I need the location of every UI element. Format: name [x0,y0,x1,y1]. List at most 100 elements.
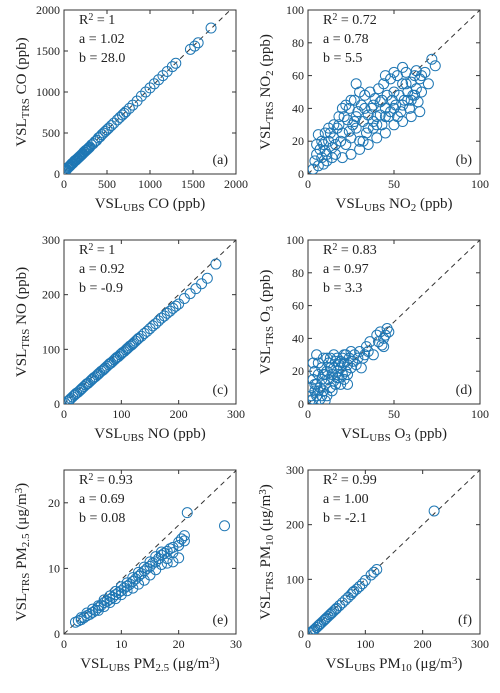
data-point [351,583,363,595]
data-point [150,556,162,568]
x-tick-label: 100 [471,407,489,421]
y-tick-label: 200 [286,518,304,532]
data-point [74,384,86,396]
data-point [391,111,403,123]
axes-frame [307,469,481,635]
data-point [127,582,139,594]
data-point [121,585,133,597]
data-point [379,329,391,341]
y-tick-label: 20 [292,134,304,148]
x-tick-label: 1500 [181,177,205,191]
data-point [161,553,173,565]
slope-label: a = 0.92 [79,262,125,277]
data-point [181,507,193,519]
data-point [144,82,156,94]
data-point [330,603,342,615]
data-point [338,349,350,361]
y-tick-label: 0 [54,397,60,411]
data-point [347,586,359,598]
data-point [110,589,122,601]
data-point [308,625,319,634]
data-point [309,378,321,390]
data-point [334,600,346,612]
data-points [308,323,395,404]
y-tick-label: 80 [292,36,304,50]
data-point [322,611,334,623]
y-axis-label: VSLTRS PM10 (μg/m3) [257,484,277,620]
data-point [219,520,231,532]
data-point [141,325,153,337]
data-point [98,594,110,606]
x-tick-label: 0 [61,637,67,651]
data-point [367,99,379,111]
scatter-panel: 0 100 200 300 0 100 200 300 R2 = 0.99 a = 1.00 b =… [257,463,489,674]
y-tick-label: 0 [298,167,304,181]
y-tick-label: 0 [298,627,304,641]
data-point [210,258,222,270]
panel-label: (c) [212,383,228,398]
data-point [426,53,438,65]
y-tick-label: 300 [286,463,304,477]
data-point [376,339,388,351]
x-axis-label: VSLUBS O3 (ppb) [341,426,447,444]
x-tick-label: 500 [98,177,116,191]
x-tick-label: 200 [414,637,432,651]
y-tick-label: 500 [42,126,60,140]
x-tick-label: 200 [170,407,188,421]
data-point [201,272,213,284]
intercept-label: b = -0.9 [79,281,123,296]
data-point [116,109,128,121]
data-point [374,109,386,121]
intercept-label: b = 28.0 [79,51,125,66]
y-tick-label: 100 [286,233,304,247]
data-point [170,57,182,69]
data-point [104,597,116,609]
data-point [330,378,342,390]
data-point [340,99,352,111]
data-point [350,122,362,134]
data-point [110,593,122,605]
data-point [376,94,388,106]
data-point [92,600,104,612]
data-point [318,614,330,626]
data-point [359,574,371,586]
x-tick-label: 300 [227,407,245,421]
data-point [409,89,421,101]
intercept-label: b = -2.1 [323,511,367,526]
data-point [371,132,383,144]
data-point [178,535,190,547]
data-point [131,333,143,345]
data-points [64,258,222,404]
y-tick-label: 300 [42,233,60,247]
y-tick-label: 20 [292,364,304,378]
scatter-panel: 0 50 100 0 20 40 60 80 100 R2 = 0.72 a = 0.78 b = 5… [258,3,489,214]
y-tick-label: 60 [292,69,304,83]
data-point [419,66,431,78]
data-point [371,563,383,575]
x-axis-label: VSLUBS CO (ppb) [95,196,206,214]
data-point [379,127,391,139]
data-point [150,318,162,330]
data-point [352,106,364,118]
data-point [81,607,93,619]
axes-frame [63,239,237,405]
data-point [328,132,340,144]
x-axis-label: VSLUBS PM2.5 (μg/m3) [80,655,220,675]
intercept-label: b = 0.08 [79,511,125,526]
y-tick-label: 60 [292,299,304,313]
x-tick-label: 0 [305,177,311,191]
y-tick-label: 1500 [36,44,60,58]
panel-label: (f) [458,613,472,628]
data-points [308,53,441,174]
y-axis-label: VSLTRS PM2.5 (μg/m3) [13,483,33,621]
data-point [335,355,347,367]
scatter-panel: 0 100 200 300 0 100 200 300 R2 = 1 a = 0.92 b = -0… [14,233,245,444]
data-point [323,122,335,134]
data-point [355,99,367,111]
x-tick-label: 300 [471,637,489,651]
data-point [328,605,340,617]
data-point [155,549,167,561]
data-point [101,124,113,136]
data-point [176,533,188,545]
